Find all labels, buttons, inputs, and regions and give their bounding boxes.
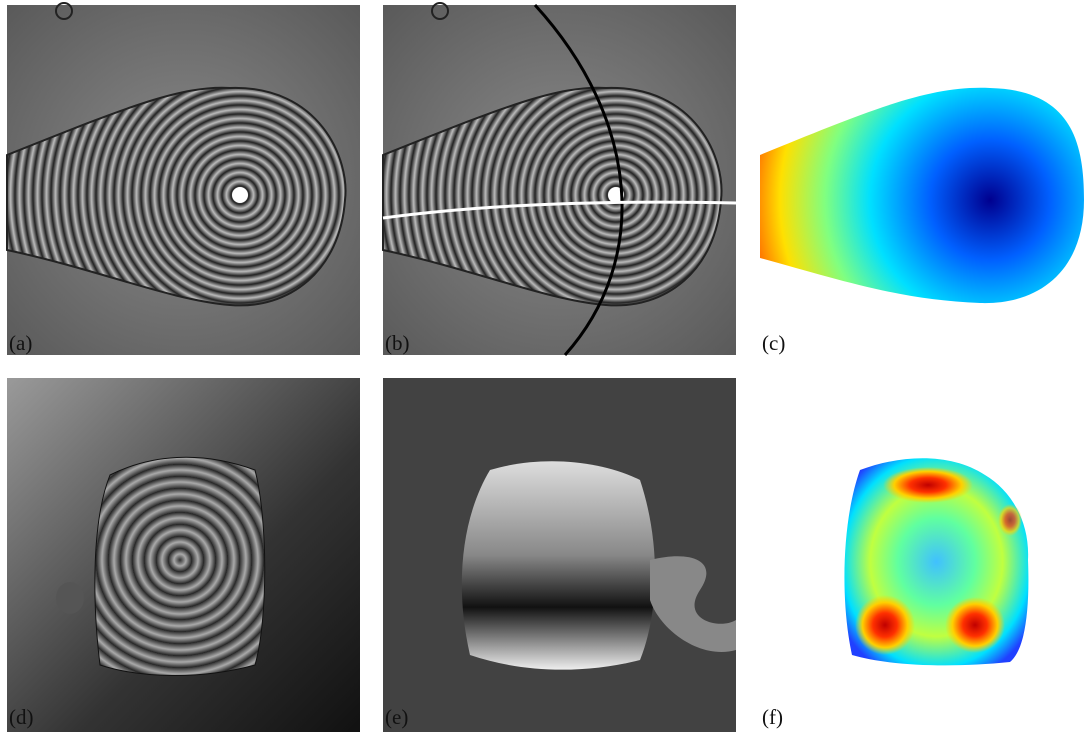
panel-d: (d) — [7, 378, 360, 732]
panel-label: (f) — [762, 705, 783, 729]
panel-label: (a) — [9, 331, 32, 355]
panel-label: (d) — [9, 705, 34, 729]
panel-label: (c) — [762, 331, 785, 355]
panel-e: (e) — [383, 378, 736, 732]
panel-label: (b) — [385, 331, 410, 355]
panel-a: (a) — [7, 3, 360, 355]
panel-label: (e) — [385, 705, 408, 729]
panel-c: (c) — [760, 88, 1084, 355]
page: (a) (b) (c) (d) (e) (f) (() => — [0, 0, 1084, 732]
panel-f: (f) — [762, 458, 1028, 729]
panel-b: (b) — [383, 3, 736, 355]
figure: (a) (b) (c) (d) (e) (f) — [0, 0, 1084, 732]
